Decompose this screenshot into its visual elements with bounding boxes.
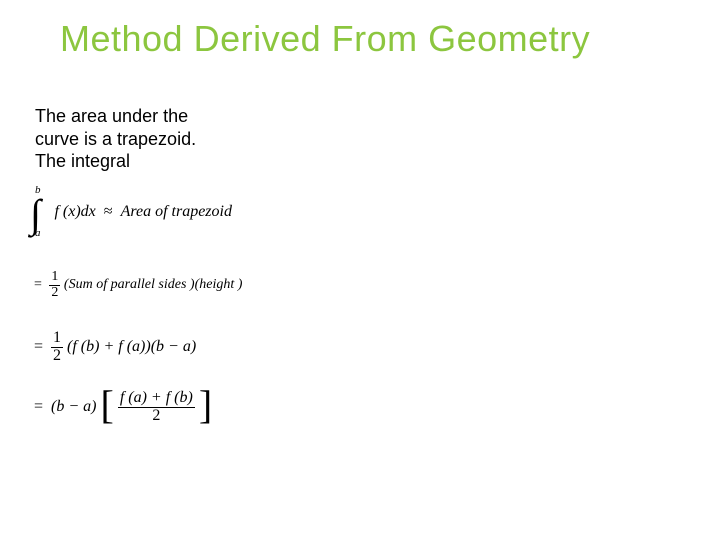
equals-symbol: = — [30, 338, 47, 356]
intro-line-2: curve is a trapezoid. — [35, 129, 196, 149]
sum-fa-fb-term: (f (b) + f (a))(b − a) — [67, 338, 196, 356]
math-line-3: = 1 2 (f (b) + f (a))(b − a) — [30, 330, 196, 365]
intro-text: The area under the curve is a trapezoid.… — [35, 105, 255, 173]
equals-symbol: = — [30, 398, 47, 416]
slide: Method Derived From Geometry The area un… — [0, 0, 720, 540]
avg-numerator: f (a) + f (b) — [118, 390, 195, 407]
fa-fb-text: f (b) + f (a) — [72, 338, 145, 355]
approx-symbol: ≈ — [100, 203, 117, 220]
math-line-1: ∫ b a f (x)dx ≈ Area of trapezoid — [30, 200, 232, 224]
height-text: height — [199, 277, 234, 292]
math-line-2: = 1 2 (Sum of parallel sides )(height ) — [30, 270, 242, 300]
area-label: Area of trapezoid — [121, 203, 232, 221]
integrand: f (x)dx — [54, 203, 95, 221]
fraction-numerator: 1 — [49, 270, 60, 285]
avg-fraction: f (a) + f (b) 2 — [118, 390, 195, 425]
fraction-denominator: 2 — [51, 347, 63, 365]
intro-line-3: The integral — [35, 151, 130, 171]
slide-title: Method Derived From Geometry — [60, 18, 590, 60]
fraction-numerator: 1 — [51, 330, 63, 347]
parallel-sides-term: (Sum of parallel sides )(height ) — [64, 277, 243, 293]
avg-denominator: 2 — [118, 407, 195, 425]
integral-limits: b a — [35, 201, 41, 223]
intro-line-1: The area under the — [35, 106, 188, 126]
one-half-fraction: 1 2 — [49, 270, 60, 300]
upper-limit: b — [35, 185, 41, 196]
math-line-4: = (b − a) [ f (a) + f (b) 2 ] — [30, 390, 212, 425]
one-half-fraction: 1 2 — [51, 330, 63, 365]
lower-limit: a — [35, 228, 41, 239]
equals-symbol: = — [30, 277, 46, 293]
b-minus-a-prefix: (b − a) — [51, 398, 96, 416]
fraction-denominator: 2 — [49, 285, 60, 301]
parallel-sides-text: Sum of parallel sides — [69, 277, 187, 292]
b-minus-a-text: b − a — [156, 338, 191, 355]
